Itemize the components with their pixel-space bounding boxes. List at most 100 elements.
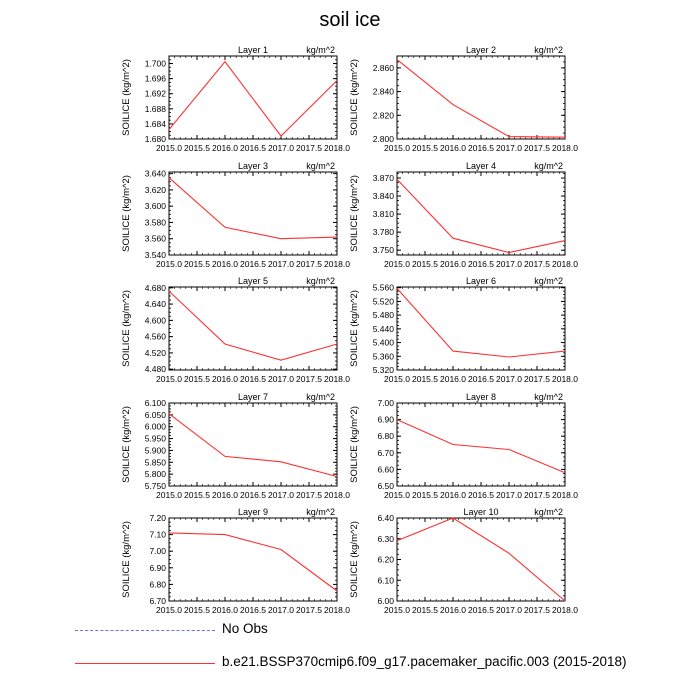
- panel-title: Layer 4: [466, 161, 496, 171]
- x-tick-label: 2015.5: [412, 490, 438, 500]
- y-tick-label: 3.810: [373, 209, 395, 219]
- x-tick-label: 2016.0: [440, 605, 466, 615]
- y-tick-label: 4.480: [145, 364, 167, 374]
- y-tick-label: 6.50: [377, 481, 394, 491]
- y-tick-label: 3.750: [373, 245, 395, 255]
- y-tick-label: 3.620: [145, 185, 167, 195]
- y-tick-label: 3.580: [145, 217, 167, 227]
- x-tick-label: 2016.0: [212, 143, 238, 153]
- x-tick-label: 2016.0: [212, 374, 238, 384]
- y-tick-label: 5.800: [145, 469, 167, 479]
- x-tick-label: 2016.0: [212, 259, 238, 269]
- series-line: [168, 290, 338, 361]
- panel-title: Layer 3: [238, 161, 268, 171]
- y-tick-label: 4.600: [145, 315, 167, 325]
- series-line: [396, 178, 566, 254]
- x-tick-label: 2015.0: [384, 374, 410, 384]
- plot-frame: [396, 402, 566, 487]
- x-tick-label: 2017.5: [524, 605, 550, 615]
- y-tick-label: 3.640: [145, 169, 167, 179]
- x-tick-label: 2017.5: [296, 143, 322, 153]
- panel-units: kg/m^2: [534, 45, 563, 55]
- y-axis-label: SOILICE (kg/m^2): [349, 59, 360, 136]
- plot-frame: [396, 286, 566, 371]
- panel-units: kg/m^2: [534, 161, 563, 171]
- y-tick-label: 6.40: [377, 513, 394, 523]
- x-tick-label: 2015.5: [184, 143, 210, 153]
- y-axis-label: SOILICE (kg/m^2): [121, 406, 132, 483]
- y-axis-label: SOILICE (kg/m^2): [121, 521, 132, 598]
- x-tick-label: 2016.0: [440, 374, 466, 384]
- x-tick-label: 2017.0: [268, 143, 294, 153]
- x-tick-label: 2015.0: [384, 490, 410, 500]
- x-tick-label: 2017.5: [524, 374, 550, 384]
- y-tick-label: 6.80: [149, 579, 166, 589]
- x-tick-label: 2015.0: [384, 143, 410, 153]
- x-tick-label: 2018.0: [324, 605, 350, 615]
- panel-units: kg/m^2: [306, 161, 335, 171]
- x-tick-label: 2016.0: [440, 490, 466, 500]
- x-tick-label: 2017.0: [496, 143, 522, 153]
- y-tick-label: 6.80: [377, 431, 394, 441]
- x-tick-label: 2015.5: [184, 374, 210, 384]
- y-tick-label: 6.000: [145, 422, 167, 432]
- panel-title: Layer 6: [466, 276, 496, 286]
- panel-units: kg/m^2: [306, 392, 335, 402]
- y-tick-label: 5.440: [373, 324, 395, 334]
- x-tick-label: 2018.0: [324, 259, 350, 269]
- y-tick-label: 6.70: [377, 448, 394, 458]
- plot-frame: [168, 171, 338, 256]
- x-tick-label: 2015.0: [156, 490, 182, 500]
- panel-title: Layer 5: [238, 276, 268, 286]
- y-tick-label: 1.688: [145, 104, 167, 114]
- legend-model-swatch: [75, 663, 215, 664]
- x-tick-label: 2017.5: [296, 259, 322, 269]
- y-tick-label: 6.60: [377, 464, 394, 474]
- x-tick-label: 2015.0: [156, 374, 182, 384]
- y-tick-label: 4.680: [145, 283, 167, 293]
- y-axis-label: SOILICE (kg/m^2): [349, 406, 360, 483]
- y-tick-label: 1.680: [145, 134, 167, 144]
- series-line: [168, 177, 338, 240]
- y-tick-label: 7.00: [377, 398, 394, 408]
- series-line: [396, 419, 566, 474]
- x-tick-label: 2016.0: [212, 490, 238, 500]
- x-tick-label: 2015.5: [412, 605, 438, 615]
- plot-frame: [168, 286, 338, 371]
- x-tick-label: 2017.5: [296, 374, 322, 384]
- y-tick-label: 4.640: [145, 299, 167, 309]
- plot-frame: [396, 55, 566, 140]
- x-tick-label: 2015.0: [384, 259, 410, 269]
- x-tick-label: 2016.0: [212, 605, 238, 615]
- x-tick-label: 2018.0: [552, 143, 578, 153]
- plot-frame: [168, 402, 338, 487]
- y-tick-label: 5.480: [373, 310, 395, 320]
- y-tick-label: 4.560: [145, 332, 167, 342]
- y-tick-label: 3.560: [145, 234, 167, 244]
- y-tick-label: 2.820: [373, 110, 395, 120]
- series-line: [168, 60, 338, 137]
- x-tick-label: 2015.5: [184, 605, 210, 615]
- y-axis-label: SOILICE (kg/m^2): [121, 290, 132, 367]
- figure-title: soil ice: [319, 9, 381, 31]
- x-tick-label: 2018.0: [324, 490, 350, 500]
- panel-units: kg/m^2: [534, 392, 563, 402]
- panel-6: 5.320 5.360 5.400 5.440 5.480 5.520 5.560 2015.…: [349, 276, 578, 384]
- panel-title: Layer 7: [238, 392, 268, 402]
- y-tick-label: 4.520: [145, 348, 167, 358]
- x-tick-label: 2016.5: [240, 490, 266, 500]
- y-tick-label: 6.050: [145, 410, 167, 420]
- y-tick-label: 6.70: [149, 596, 166, 606]
- x-tick-label: 2018.0: [324, 374, 350, 384]
- y-tick-label: 5.900: [145, 445, 167, 455]
- legend-model: b.e21.BSSP370cmip6.f09_g17.pacemaker_pac…: [75, 654, 695, 674]
- x-tick-label: 2016.5: [468, 490, 494, 500]
- x-tick-label: 2015.5: [184, 490, 210, 500]
- y-tick-label: 5.320: [373, 365, 395, 375]
- y-tick-label: 2.800: [373, 134, 395, 144]
- y-tick-label: 7.20: [149, 513, 166, 523]
- y-tick-label: 5.560: [373, 283, 395, 293]
- y-tick-label: 5.750: [145, 481, 167, 491]
